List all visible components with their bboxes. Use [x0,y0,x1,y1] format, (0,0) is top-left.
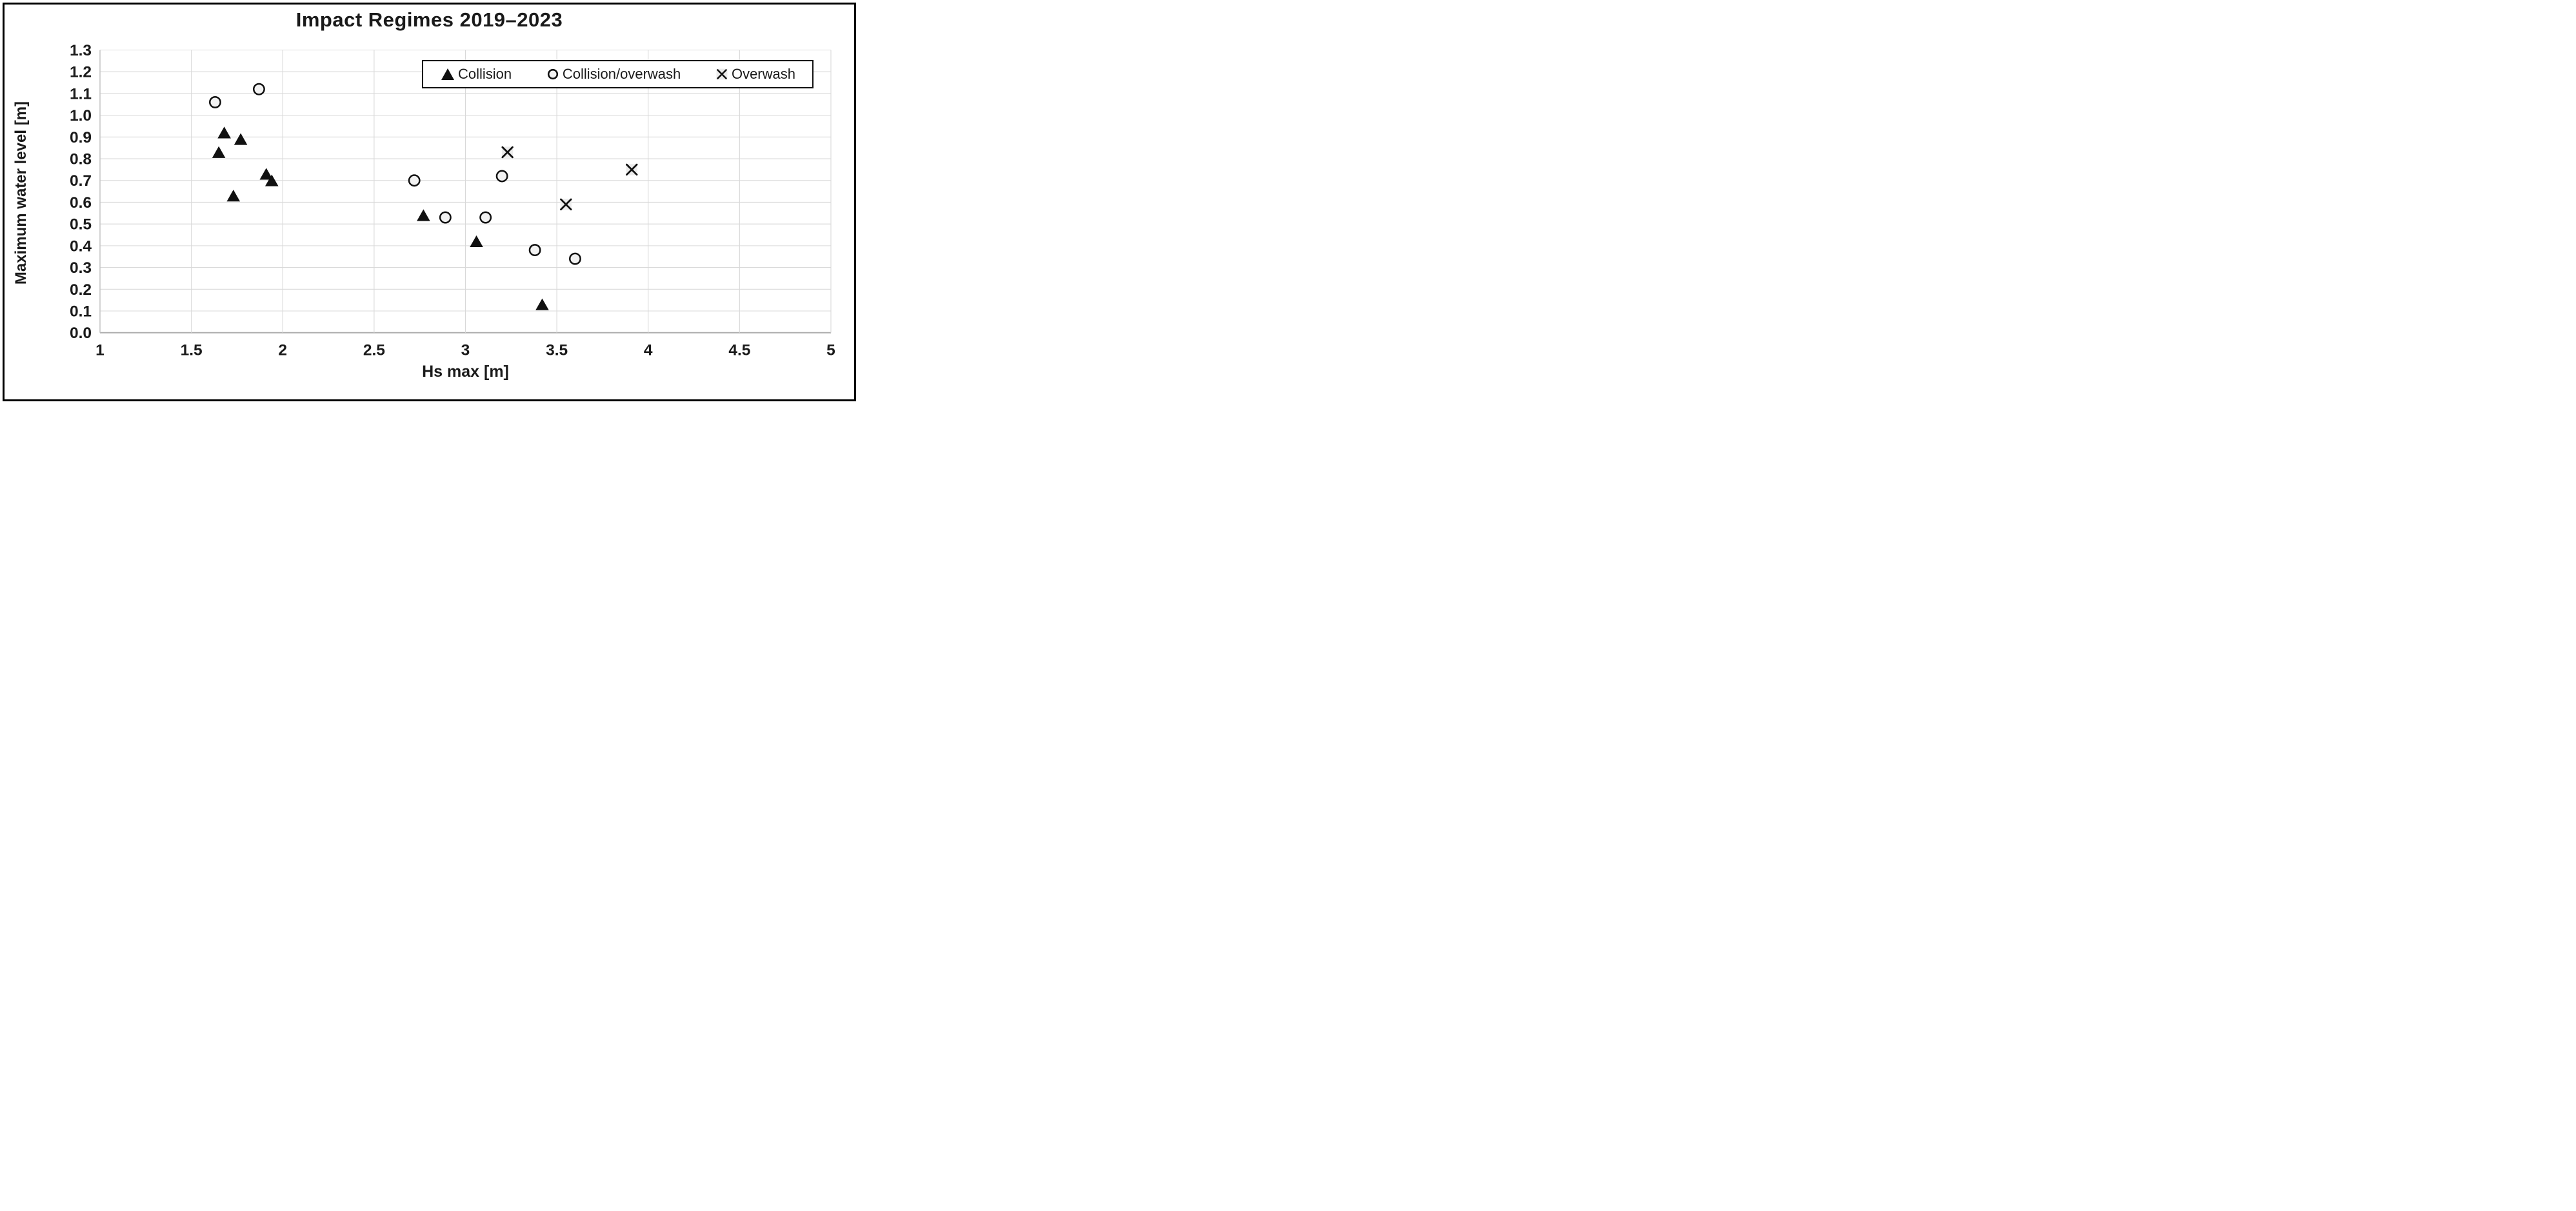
legend-entry-collision-overwash: Collision/overwash [547,66,681,83]
data-point-collision [417,209,430,221]
y-tick-label: 0.2 [70,281,92,299]
data-point-collision-overwash [208,95,221,108]
legend: Collision Collision/overwash Overwash [422,60,814,88]
data-point-collision-overwash [495,170,508,183]
data-point-collision-overwash [252,83,265,95]
y-tick-label: 0.0 [70,325,92,342]
y-tick-label: 0.1 [70,303,92,320]
data-point-collision-overwash [528,244,541,257]
y-tick-label: 0.5 [70,216,92,234]
data-point-collision-overwash [439,211,452,224]
y-tick-label: 0.6 [70,194,92,212]
x-tick-label: 3 [461,342,470,359]
x-axis-title: Hs max [m] [422,363,509,381]
data-point-collision [226,190,241,202]
x-tick-label: 5 [826,342,835,359]
data-point-collision [212,146,226,158]
x-tick-label: 4 [644,342,653,359]
y-tick-label: 0.4 [70,237,92,255]
y-tick-label: 1.0 [70,107,92,125]
legend-entry-overwash: Overwash [716,66,795,83]
x-tick-label: 2.5 [363,342,385,359]
y-tick-label: 1.2 [70,64,92,81]
legend-entry-collision: Collision [441,66,512,83]
data-point-collision [217,126,231,139]
x-tick-label: 4.5 [728,342,750,359]
legend-label: Collision [458,66,512,82]
impact-regimes-chart: 0.0 0.1 0.2 0.3 0.4 0.5 0.6 0.7 0.8 0.9 1.0 1.1 1.2 1… [0,0,859,404]
data-point-collision [535,298,549,310]
collision-overwash-circle-icon [547,68,559,80]
data-point-collision [259,168,274,180]
data-point-collision-overwash [408,174,421,187]
legend-label: Overwash [731,66,795,82]
x-tick-label: 1.5 [181,342,203,359]
data-point-collision [470,235,483,248]
data-point-overwash [560,198,572,211]
y-axis-title: Maximum water level [m] [12,101,30,285]
y-tick-label: 0.3 [70,259,92,277]
y-tick-label: 0.8 [70,151,92,168]
x-tick-label: 3.5 [546,342,568,359]
x-tick-label: 2 [278,342,287,359]
y-tick-label: 1.3 [70,42,92,59]
collision-triangle-icon [441,68,454,80]
y-tick-label: 0.7 [70,172,92,190]
data-point-collision [234,133,248,145]
overwash-x-icon [716,68,728,80]
data-point-overwash [626,163,638,176]
data-point-collision-overwash [569,252,581,265]
data-point-collision-overwash [479,211,492,224]
x-tick-label: 1 [95,342,105,359]
data-point-collision [265,174,279,186]
data-point-overwash [501,146,514,159]
y-tick-label: 1.1 [70,85,92,103]
y-tick-label: 0.9 [70,129,92,146]
legend-label: Collision/overwash [562,66,681,82]
chart-title: Impact Regimes 2019–2023 [295,8,563,31]
